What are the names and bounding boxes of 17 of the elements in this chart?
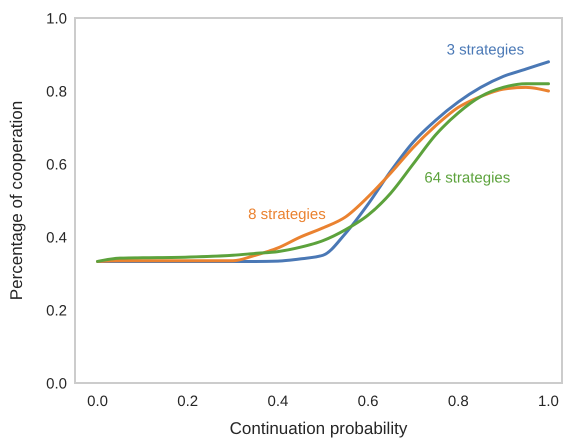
x-tick-label: 0.2	[177, 393, 198, 410]
x-tick-label: 0.8	[448, 393, 469, 410]
x-tick-label: 0.6	[358, 393, 379, 410]
x-tick-label: 0.0	[87, 393, 108, 410]
y-tick-label: 0.2	[46, 302, 67, 320]
series-label: 3 strategies	[446, 42, 524, 58]
y-tick-label: 0.4	[46, 229, 67, 246]
y-tick-label: 0.0	[46, 375, 67, 392]
y-tick-label: 0.6	[46, 156, 67, 174]
series-label: 8 strategies	[248, 206, 326, 223]
series-label: 64 strategies	[424, 169, 510, 186]
y-axis-title: Percentage of cooperation	[7, 100, 26, 300]
y-tick-label: 0.8	[46, 83, 67, 100]
x-axis-title: Continuation probability	[230, 419, 408, 438]
y-tick-label: 1.0	[46, 10, 67, 28]
x-tick-label: 0.4	[267, 393, 288, 410]
x-tick-label: 1.0	[538, 393, 559, 410]
